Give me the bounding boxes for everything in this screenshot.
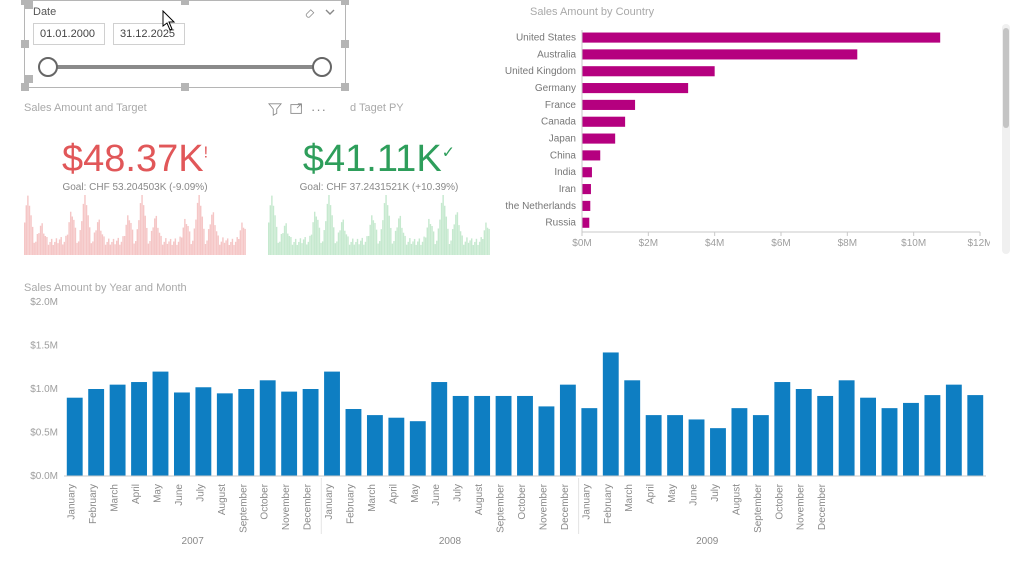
svg-text:Australia: Australia — [537, 49, 576, 60]
svg-text:May: May — [667, 484, 678, 503]
slider-thumb-right[interactable] — [312, 57, 332, 77]
svg-text:May: May — [410, 484, 421, 503]
svg-text:November: November — [796, 483, 807, 530]
kpi-right-goal: Goal: CHF 37.2431521K (+10.39%) — [268, 182, 490, 193]
svg-text:Russia: Russia — [545, 218, 576, 229]
svg-text:July: July — [195, 484, 206, 502]
date-range-slider[interactable] — [39, 59, 331, 75]
svg-text:April: April — [131, 484, 142, 504]
more-options-icon[interactable]: ··· — [312, 102, 326, 116]
kpi-left-value: $48.37K! — [24, 140, 246, 178]
svg-text:Japan: Japan — [549, 133, 576, 144]
svg-text:$8M: $8M — [838, 238, 857, 249]
svg-text:$12M: $12M — [967, 238, 990, 249]
svg-text:India: India — [554, 167, 576, 178]
svg-text:September: September — [238, 483, 249, 533]
svg-text:October: October — [260, 483, 271, 519]
svg-text:Iran: Iran — [559, 184, 576, 195]
svg-text:United States: United States — [516, 32, 576, 43]
kpi-right-indicator: ✓ — [442, 144, 455, 161]
svg-text:December: December — [303, 483, 314, 530]
svg-text:November: November — [538, 483, 549, 530]
svg-text:February: February — [345, 484, 356, 524]
svg-text:United Kingdom: United Kingdom — [505, 66, 576, 77]
kpi-card-sales-target[interactable]: $48.37K! Goal: CHF 53.204503K (-9.09%) — [24, 140, 246, 258]
focus-mode-icon[interactable] — [290, 102, 304, 116]
svg-text:2008: 2008 — [439, 536, 462, 547]
svg-text:March: March — [367, 484, 378, 512]
svg-text:$10M: $10M — [901, 238, 926, 249]
svg-text:December: December — [817, 483, 828, 530]
svg-text:March: March — [110, 484, 121, 512]
svg-text:August: August — [731, 484, 742, 515]
svg-text:China: China — [550, 150, 577, 161]
date-to-input[interactable]: 31.12.2025 — [113, 23, 185, 45]
svg-text:July: July — [453, 484, 464, 502]
svg-text:2007: 2007 — [182, 536, 205, 547]
svg-text:Canada: Canada — [541, 117, 576, 128]
svg-text:June: June — [431, 484, 442, 506]
svg-text:April: April — [646, 484, 657, 504]
date-slicer-visual[interactable]: Date 01.01.2000 31.12.2025 — [24, 0, 346, 88]
svg-text:February: February — [88, 484, 99, 524]
kpi-right-title-fragment: d Taget PY — [350, 102, 404, 114]
svg-text:$0.5M: $0.5M — [30, 428, 58, 439]
kpi-card-sales-target-py[interactable]: $41.11K✓ Goal: CHF 37.2431521K (+10.39%) — [268, 140, 490, 258]
svg-text:January: January — [324, 484, 335, 520]
svg-text:France: France — [545, 100, 577, 111]
svg-text:September: September — [753, 483, 764, 533]
svg-text:July: July — [710, 484, 721, 502]
chevron-down-icon[interactable] — [323, 5, 337, 19]
svg-text:June: June — [689, 484, 700, 506]
svg-text:2009: 2009 — [696, 536, 719, 547]
svg-text:$2.0M: $2.0M — [30, 297, 58, 308]
svg-text:October: October — [774, 483, 785, 519]
kpi-right-value: $41.11K✓ — [268, 140, 490, 178]
slider-thumb-left[interactable] — [38, 57, 58, 77]
eraser-icon[interactable] — [303, 5, 317, 19]
slicer-title: Date — [33, 6, 56, 18]
svg-text:$1.5M: $1.5M — [30, 341, 58, 352]
filter-icon[interactable] — [268, 102, 282, 116]
svg-text:$1.0M: $1.0M — [30, 384, 58, 395]
svg-text:the Netherlands: the Netherlands — [505, 201, 576, 212]
svg-text:September: September — [496, 483, 507, 533]
kpi-left-title: Sales Amount and Target — [24, 102, 147, 114]
svg-text:April: April — [388, 484, 399, 504]
svg-text:August: August — [217, 484, 228, 515]
svg-text:August: August — [474, 484, 485, 515]
svg-text:October: October — [517, 483, 528, 519]
svg-text:November: November — [281, 483, 292, 530]
svg-text:May: May — [152, 484, 163, 503]
svg-text:$4M: $4M — [705, 238, 724, 249]
kpi-left-goal: Goal: CHF 53.204503K (-9.09%) — [24, 182, 246, 193]
kpi-left-indicator: ! — [204, 144, 208, 161]
kpi-left-sparkline — [24, 195, 246, 255]
time-chart-title: Sales Amount by Year and Month — [24, 282, 187, 294]
country-bar-chart[interactable]: United States Australia United Kingdom Germ… — [490, 24, 990, 254]
svg-text:January: January — [581, 484, 592, 520]
svg-text:$2M: $2M — [639, 238, 658, 249]
svg-text:December: December — [560, 483, 571, 530]
date-from-input[interactable]: 01.01.2000 — [33, 23, 105, 45]
svg-text:June: June — [174, 484, 185, 506]
visual-header-actions: ··· — [268, 102, 326, 116]
svg-text:$6M: $6M — [771, 238, 790, 249]
country-chart-title: Sales Amount by Country — [530, 6, 654, 18]
time-column-chart[interactable]: $0.0M $0.5M $1.0M $1.5M $2.0M January February… — [20, 296, 990, 550]
country-chart-scrollbar[interactable] — [1002, 24, 1010, 254]
svg-text:$0M: $0M — [572, 238, 591, 249]
svg-text:$0.0M: $0.0M — [30, 471, 58, 482]
svg-text:January: January — [67, 484, 78, 520]
kpi-right-sparkline — [268, 195, 490, 255]
svg-text:March: March — [624, 484, 635, 512]
svg-text:Germany: Germany — [535, 83, 576, 94]
svg-text:February: February — [603, 484, 614, 524]
